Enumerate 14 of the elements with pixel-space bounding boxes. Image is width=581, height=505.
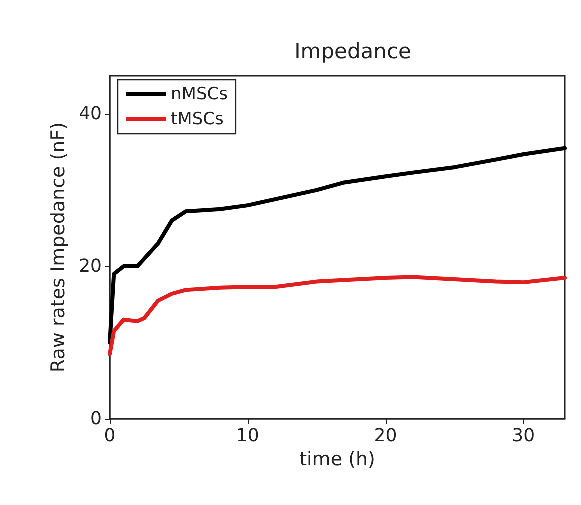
y-axis-title: Raw rates Impedance (nF) bbox=[48, 122, 70, 373]
x-tick-label: 20 bbox=[374, 426, 398, 446]
chart-title: Impedance bbox=[294, 40, 412, 64]
x-tick-label: 30 bbox=[512, 426, 536, 446]
legend-label: tMSCs bbox=[171, 110, 224, 130]
line-series bbox=[108, 275, 567, 356]
legend-label: nMSCs bbox=[171, 84, 228, 104]
x-tick-label: 10 bbox=[236, 426, 260, 446]
x-axis-title: time (h) bbox=[300, 448, 376, 470]
x-tick-label: 0 bbox=[104, 426, 116, 446]
y-tick-label: 20 bbox=[79, 256, 102, 278]
y-tick-label: 40 bbox=[79, 104, 102, 125]
y-tick-label: 0 bbox=[90, 408, 102, 430]
line-series bbox=[108, 146, 567, 345]
